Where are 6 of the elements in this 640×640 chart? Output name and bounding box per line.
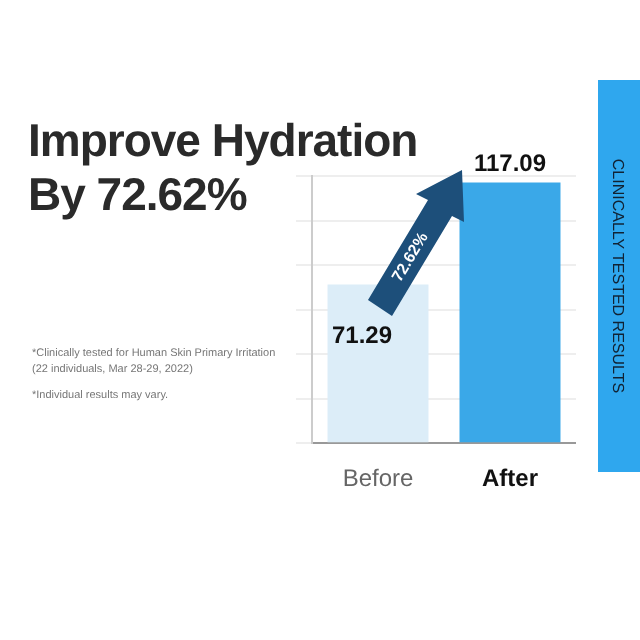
data-label: 71.29 [331, 321, 393, 350]
x-tick-label: Before [342, 464, 414, 493]
data-label: 117.09 [473, 149, 547, 178]
text: CLINICALLY TESTED RESULTS [609, 158, 627, 394]
chart-title: Improve Hydration By 72.62% [28, 114, 420, 222]
x-tick-label: After [481, 464, 539, 493]
